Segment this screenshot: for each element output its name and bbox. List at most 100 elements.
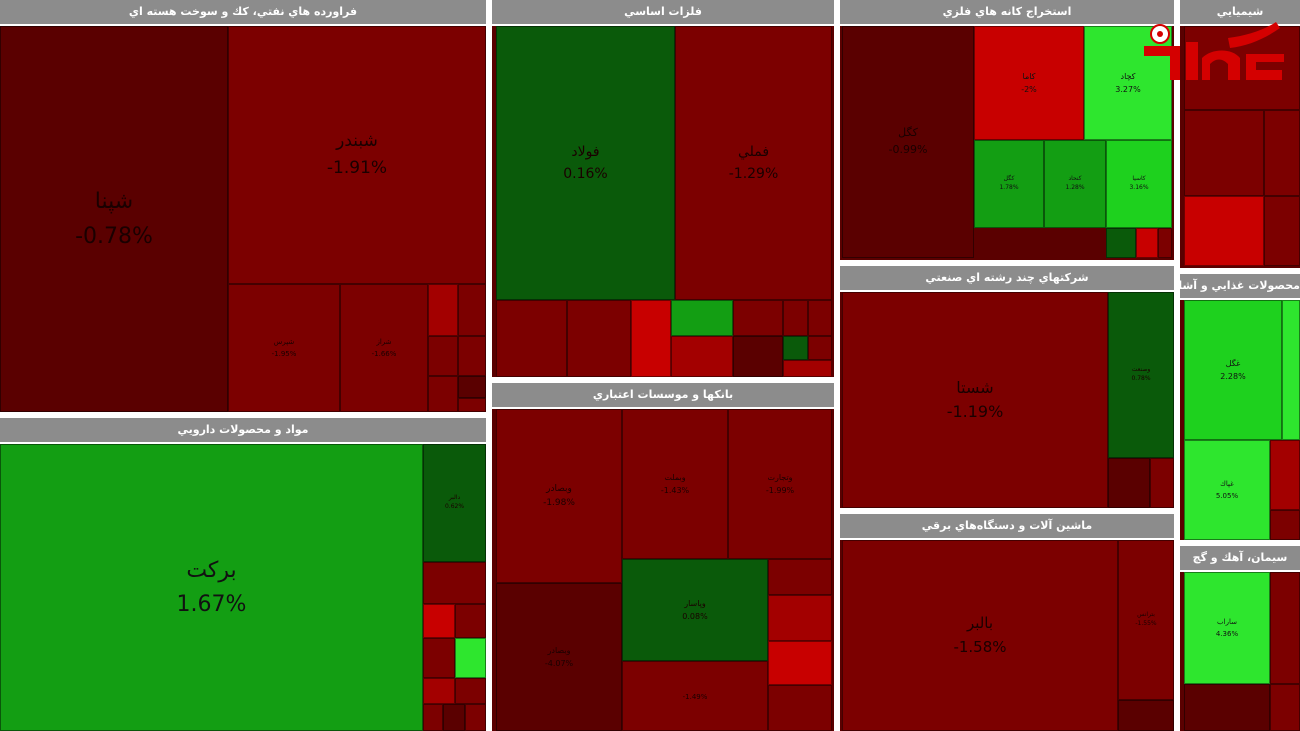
stock-tile-minor[interactable] [443,704,465,731]
stock-tile[interactable]: ساراب 4.36% [1184,572,1270,684]
stock-tile[interactable]: شبندر -1.91% [228,26,486,284]
stock-tile-minor[interactable] [1150,458,1174,508]
stock-tile[interactable]: كنحاد 1.28% [1044,140,1106,228]
stock-tile[interactable]: -1.49% [622,661,768,731]
stock-tile[interactable]: وبصادر -1.98% [496,409,622,583]
stock-tile-minor[interactable] [631,300,671,377]
stock-tile[interactable]: شراز -1.66% [340,284,428,412]
stock-tile[interactable]: وپاسار 0.08% [622,559,768,661]
stock-tile-minor[interactable] [1136,228,1158,258]
stock-tile[interactable]: وصنعت 0.78% [1108,292,1174,458]
stock-tile-minor[interactable] [1270,572,1300,684]
stock-change: -4.07% [544,658,574,668]
stock-tile-minor[interactable] [768,559,832,595]
stock-change: -1.95% [271,349,297,358]
stock-tile-minor[interactable] [496,300,567,377]
stock-tile[interactable]: كگل 1.78% [974,140,1044,228]
stock-tile-minor[interactable] [671,300,733,336]
stock-tile[interactable]: كگل -0.99% [842,26,974,258]
stock-tile[interactable]: غگل 2.28% [1184,300,1282,440]
stock-change: -1.58% [953,637,1007,656]
stock-tile-minor[interactable] [1158,228,1172,258]
stock-tile-minor[interactable] [428,376,458,412]
sector-tiles: شستا -1.19% وصنعت 0.78% [840,292,1174,508]
stock-tile-minor[interactable] [423,678,455,704]
stock-tile-minor[interactable] [733,336,783,377]
stock-tile-minor[interactable] [671,336,733,377]
stock-change: -1.19% [946,402,1004,421]
stock-name: غپاك [1220,480,1234,489]
stock-tile[interactable]: غپاك 5.05% [1184,440,1270,540]
stock-tile-minor[interactable] [423,704,443,731]
stock-tile[interactable]: دالبر 0.62% [423,444,486,562]
stock-tile-minor[interactable] [1264,196,1300,266]
stock-tile-minor[interactable] [783,300,808,336]
stock-name: وبصادر [546,483,572,494]
stock-tile-minor[interactable] [1184,110,1264,196]
stock-tile[interactable]: فولاد 0.16% [496,26,675,300]
rokna-logo [1144,22,1284,80]
stock-tile-minor[interactable] [783,360,832,377]
stock-tile[interactable]: بركت 1.67% [0,444,423,731]
stock-tile-minor[interactable] [783,336,808,360]
stock-tile-minor[interactable] [1282,300,1300,440]
stock-tile-minor[interactable] [808,300,832,336]
stock-name: فملي [737,143,770,160]
stock-tile-minor[interactable] [458,398,486,412]
stock-tile-minor[interactable] [1270,510,1300,540]
stock-change: 0.08% [682,611,708,621]
stock-tile[interactable]: شپنا -0.78% [0,26,228,412]
stock-tile[interactable]: كاسيا 3.16% [1106,140,1172,228]
stock-tile[interactable]: وتجارت -1.99% [728,409,832,559]
stock-tile-minor[interactable] [465,704,486,731]
stock-tile[interactable]: فملي -1.29% [675,26,832,300]
stock-tile[interactable]: وبصادر -4.07% [496,583,622,731]
stock-name: فولاد [571,143,600,160]
stock-change: -1.29% [728,166,779,182]
stock-change: 0.78% [1131,375,1151,382]
stock-name: شبندر [336,130,378,151]
stock-tile[interactable]: كچاد 3.27% [1084,26,1172,140]
stock-tile-minor[interactable] [423,562,486,604]
stock-tile-minor[interactable] [455,604,486,638]
stock-tile[interactable]: بالبر -1.58% [842,540,1118,731]
stock-tile-minor[interactable] [1108,458,1150,508]
stock-tile-minor[interactable] [1270,684,1300,731]
stock-name: غگل [1225,359,1241,369]
stock-name: كاسيا [1132,175,1146,183]
stock-tile-minor[interactable] [808,336,832,360]
stock-tile-minor[interactable] [423,638,455,678]
stock-tile-minor[interactable] [458,284,486,336]
stock-tile-minor[interactable] [423,604,455,638]
stock-tile-minor[interactable] [1270,440,1300,510]
stock-tile-minor[interactable] [1184,684,1270,731]
stock-name: كچاد [1120,72,1136,82]
stock-name: بركت [186,557,237,583]
stock-change: 3.16% [1129,184,1149,191]
stock-tile-minor[interactable] [1106,228,1136,258]
stock-tile-minor[interactable] [733,300,783,336]
stock-tile-minor[interactable] [1118,700,1174,731]
stock-tile-minor[interactable] [768,685,832,731]
sector-title: استخراج كانه هاي فلزي [840,0,1174,24]
stock-tile-minor[interactable] [428,284,458,336]
stock-tile[interactable]: كاما -2% [974,26,1084,140]
stock-change: 1.78% [999,184,1019,191]
stock-tile-minor[interactable] [458,376,486,398]
stock-tile[interactable]: وبملت -1.43% [622,409,728,559]
stock-tile-minor[interactable] [1264,110,1300,196]
stock-tile-minor[interactable] [428,336,458,376]
stock-tile-minor[interactable] [455,678,486,704]
stock-name: كنحاد [1068,175,1082,183]
stock-change: 2.28% [1220,371,1246,381]
stock-tile[interactable]: شپرس -1.95% [228,284,340,412]
stock-tile-minor[interactable] [768,595,832,641]
stock-tile[interactable]: بترانس -1.55% [1118,540,1174,700]
sector-panel: شركتهاي چند رشته اي صنعتي شستا -1.19% وصنعت… [840,266,1174,508]
stock-tile-minor[interactable] [567,300,631,377]
stock-tile-minor[interactable] [455,638,486,678]
stock-tile-minor[interactable] [1184,196,1264,266]
stock-tile-minor[interactable] [458,336,486,376]
stock-tile[interactable]: شستا -1.19% [842,292,1108,508]
stock-tile-minor[interactable] [768,641,832,685]
